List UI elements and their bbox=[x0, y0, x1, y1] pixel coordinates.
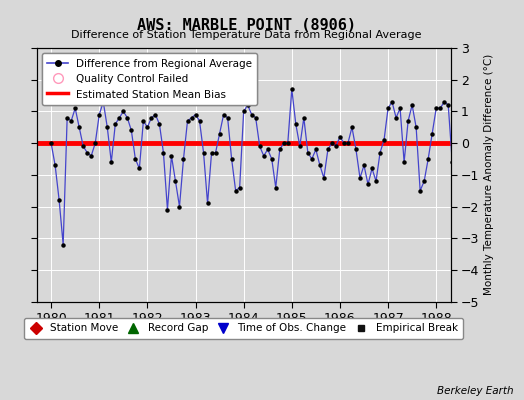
Text: Difference of Station Temperature Data from Regional Average: Difference of Station Temperature Data f… bbox=[71, 30, 421, 40]
Legend: Station Move, Record Gap, Time of Obs. Change, Empirical Break: Station Move, Record Gap, Time of Obs. C… bbox=[25, 318, 463, 339]
Y-axis label: Monthly Temperature Anomaly Difference (°C): Monthly Temperature Anomaly Difference (… bbox=[484, 54, 494, 296]
Text: AWS: MARBLE POINT (8906): AWS: MARBLE POINT (8906) bbox=[137, 18, 356, 33]
Legend: Difference from Regional Average, Quality Control Failed, Estimated Station Mean: Difference from Regional Average, Qualit… bbox=[42, 53, 257, 105]
Text: Berkeley Earth: Berkeley Earth bbox=[437, 386, 514, 396]
